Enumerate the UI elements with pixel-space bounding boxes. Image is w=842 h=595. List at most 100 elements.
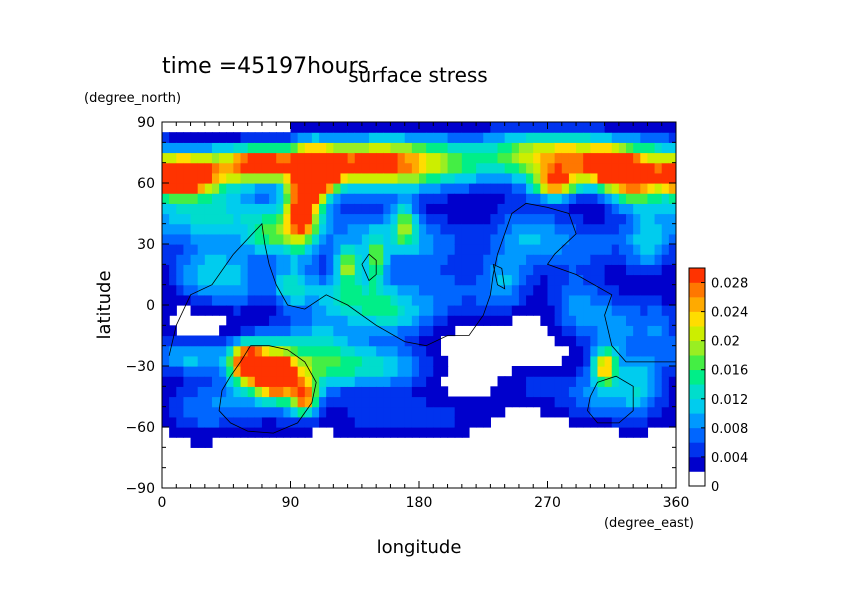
field-cell (419, 345, 427, 357)
field-cell (240, 325, 249, 337)
field-cell (197, 162, 206, 174)
colorbar-swatch (689, 355, 705, 371)
field-cell (611, 315, 620, 326)
field-cell (319, 294, 327, 306)
field-cell (219, 284, 227, 296)
field-cell (247, 305, 256, 316)
field-cell (397, 355, 406, 367)
field-cell (540, 142, 549, 154)
field-cell (447, 416, 456, 428)
field-cell (390, 193, 399, 204)
field-cell (397, 132, 406, 143)
field-cell (640, 244, 649, 255)
field-cell (611, 366, 620, 377)
field-cell (254, 376, 263, 387)
field-cell (326, 254, 334, 265)
field-cell (361, 132, 370, 143)
field-cell (247, 396, 256, 408)
field-cell (226, 233, 234, 245)
field-cell (583, 386, 591, 398)
field-cell (490, 294, 499, 306)
field-cell (233, 355, 242, 367)
field-cell (197, 366, 206, 377)
field-cell (654, 335, 663, 347)
field-cell (454, 183, 463, 194)
colorbar-tick-label: 0.02 (711, 335, 740, 350)
field-cell (561, 274, 570, 286)
field-cell (647, 305, 656, 316)
field-cell (661, 183, 670, 194)
field-cell (354, 152, 363, 164)
field-cell (354, 325, 363, 337)
field-cell (668, 152, 676, 164)
field-cell (419, 122, 427, 133)
field-cell (240, 264, 249, 276)
field-cell (468, 183, 477, 194)
field-cell (568, 305, 577, 316)
field-cell (447, 152, 456, 164)
field-cell (461, 406, 470, 418)
field-cell (419, 315, 427, 326)
field-cell (211, 264, 220, 276)
field-cell (283, 203, 292, 215)
field-cell (497, 213, 506, 225)
colorbar-swatch (689, 282, 705, 298)
field-cell (219, 213, 227, 225)
field-cell (176, 183, 185, 194)
field-cell (404, 376, 413, 387)
field-cell (333, 386, 342, 398)
field-cell (568, 162, 577, 174)
field-cell (183, 416, 192, 428)
field-cell (468, 416, 477, 428)
field-cell (269, 416, 277, 428)
field-cell (568, 142, 577, 154)
field-cell (554, 305, 563, 316)
field-cell (604, 142, 613, 154)
field-cell (311, 416, 320, 428)
field-cell (576, 152, 584, 164)
field-cell (618, 416, 627, 428)
field-cell (597, 335, 606, 347)
field-cell (190, 427, 199, 438)
field-cell (518, 294, 527, 306)
field-cell (276, 396, 284, 408)
field-cell (383, 305, 392, 316)
field-cell (611, 193, 620, 204)
field-cell (454, 315, 463, 326)
field-cell (390, 172, 399, 184)
field-cell (240, 172, 249, 184)
field-cell (190, 132, 199, 143)
field-cell (261, 213, 270, 225)
field-cell (511, 274, 520, 286)
field-cell (340, 132, 349, 143)
field-cell (326, 162, 334, 174)
field-cell (597, 254, 606, 265)
field-cell (204, 223, 213, 235)
field-cell (511, 213, 520, 225)
field-cell (204, 335, 213, 347)
field-cell (340, 284, 349, 296)
field-cell (333, 284, 342, 296)
field-cell (411, 274, 420, 286)
field-cell (319, 203, 327, 215)
field-cell (504, 152, 513, 164)
field-cell (668, 223, 676, 235)
field-cell (240, 244, 249, 255)
field-cell (611, 244, 620, 255)
field-cell (240, 142, 249, 154)
field-cell (461, 223, 470, 235)
field-cell (276, 142, 284, 154)
field-cell (211, 213, 220, 225)
field-cell (533, 132, 541, 143)
field-cell (483, 416, 491, 428)
field-cell (576, 193, 584, 204)
field-cell (461, 233, 470, 245)
field-cell (497, 264, 506, 276)
field-cell (404, 386, 413, 398)
field-cell (361, 183, 370, 194)
field-cell (419, 396, 427, 408)
field-cell (340, 376, 349, 387)
field-cell (197, 355, 206, 367)
field-cell (454, 254, 463, 265)
